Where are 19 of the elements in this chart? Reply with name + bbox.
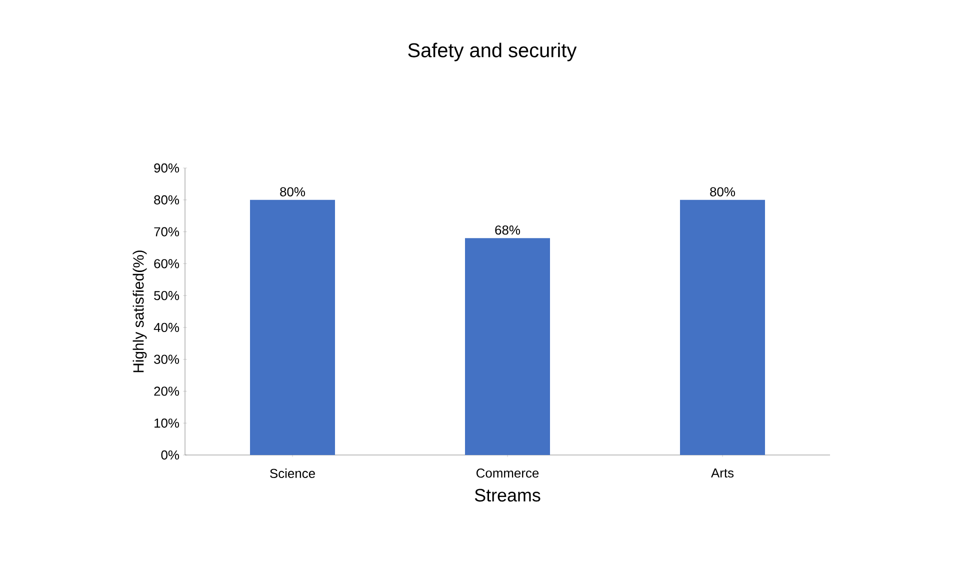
y-tick-label: 30%	[154, 354, 180, 364]
y-tick-label: 80%	[154, 195, 180, 204]
y-tick-label: 70%	[154, 227, 180, 236]
y-tick-label: 50%	[154, 290, 180, 300]
x-tick-label: Commerce	[476, 468, 539, 478]
y-tick-label: 10%	[154, 418, 180, 428]
y-tick-label: 40%	[154, 322, 180, 332]
y-tick-label: 60%	[154, 259, 180, 268]
y-tick-label: 0%	[161, 450, 180, 460]
x-axis-title: Streams	[474, 488, 540, 502]
y-axis-title: Highly satisfied(%)	[132, 250, 147, 372]
x-tick-label: Science	[270, 468, 315, 478]
y-tick-label: 90%	[154, 163, 180, 173]
data-label: 80%	[280, 187, 306, 196]
y-tick-label: 20%	[154, 386, 180, 396]
x-tick-label: Arts	[711, 468, 734, 478]
data-label: 80%	[710, 187, 736, 196]
chart-title: Safety and security	[408, 42, 577, 62]
data-label: 68%	[495, 225, 520, 235]
